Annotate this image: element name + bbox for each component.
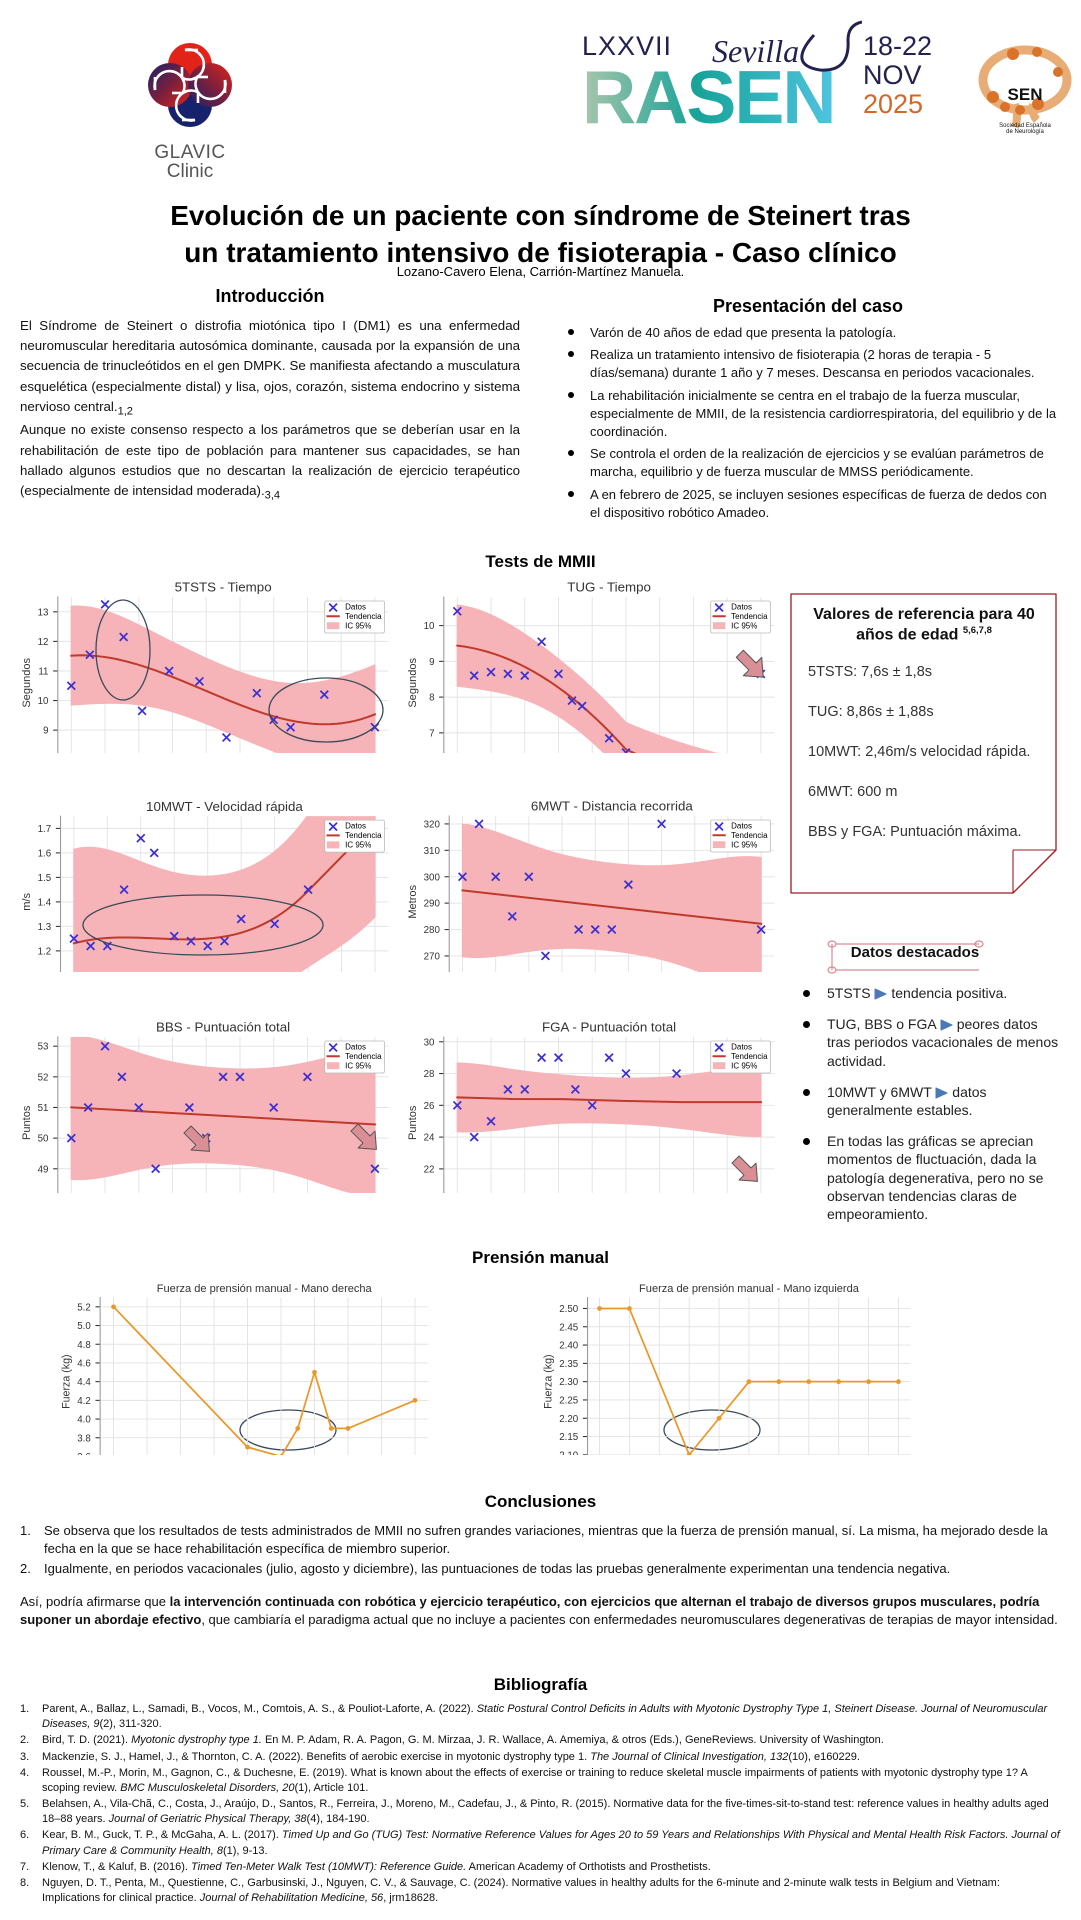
svg-text:30: 30 (424, 1037, 435, 1048)
svg-text:3.6: 3.6 (77, 1452, 91, 1455)
svg-text:26: 26 (424, 1101, 435, 1112)
svg-text:12: 12 (38, 637, 49, 648)
svg-text:2.35: 2.35 (559, 1359, 578, 1370)
svg-text:1.4: 1.4 (38, 897, 52, 908)
svg-text:Fuerza (kg): Fuerza (kg) (543, 1354, 555, 1408)
svg-text:53: 53 (38, 1042, 49, 1053)
svg-text:Fuerza de prensión manual - Ma: Fuerza de prensión manual - Mano izquier… (639, 1283, 860, 1295)
svg-text:Metros: Metros (407, 884, 419, 918)
svg-text:51: 51 (38, 1103, 49, 1114)
svg-text:1.5: 1.5 (38, 873, 52, 884)
svg-text:9: 9 (43, 726, 48, 737)
svg-text:1.7: 1.7 (38, 824, 52, 835)
svg-text:270: 270 (424, 951, 441, 962)
svg-text:300: 300 (424, 872, 441, 883)
svg-text:5TSTS - Tiempo: 5TSTS - Tiempo (175, 580, 272, 595)
svg-text:320: 320 (424, 819, 441, 830)
svg-text:28: 28 (424, 1069, 435, 1080)
svg-text:1.6: 1.6 (38, 848, 52, 859)
svg-text:Datos: Datos (731, 1043, 752, 1052)
svg-text:7: 7 (429, 728, 434, 739)
svg-text:BBS - Puntuación total: BBS - Puntuación total (156, 1020, 290, 1035)
svg-text:Datos: Datos (345, 1043, 366, 1052)
svg-text:IC 95%: IC 95% (345, 1062, 371, 1071)
svg-text:9: 9 (429, 657, 434, 668)
svg-text:Tendencia: Tendencia (345, 1052, 382, 1061)
svg-text:Segundos: Segundos (21, 657, 33, 707)
svg-text:4.6: 4.6 (77, 1358, 91, 1369)
svg-text:1.1: 1.1 (38, 971, 52, 972)
svg-text:IC 95%: IC 95% (731, 1062, 757, 1071)
svg-text:Tendencia: Tendencia (731, 831, 768, 840)
svg-text:310: 310 (424, 846, 441, 857)
svg-text:Datos: Datos (731, 822, 752, 831)
svg-text:Fuerza (kg): Fuerza (kg) (61, 1354, 73, 1408)
svg-text:Tendencia: Tendencia (731, 612, 768, 621)
svg-text:8: 8 (429, 693, 434, 704)
svg-text:4.0: 4.0 (77, 1415, 91, 1426)
svg-text:Tendencia: Tendencia (345, 831, 382, 840)
svg-text:3.8: 3.8 (77, 1433, 91, 1444)
svg-text:Puntos: Puntos (407, 1105, 419, 1140)
svg-text:Sevilla: Sevilla (712, 33, 799, 69)
svg-text:Tendencia: Tendencia (345, 612, 382, 621)
svg-text:Fuerza de prensión manual - Ma: Fuerza de prensión manual - Mano derecha (157, 1283, 373, 1295)
svg-text:22: 22 (424, 1164, 435, 1175)
svg-text:1.3: 1.3 (38, 922, 52, 933)
svg-text:Puntos: Puntos (21, 1105, 33, 1140)
svg-text:Datos: Datos (345, 822, 366, 831)
svg-text:FGA - Puntuación total: FGA - Puntuación total (542, 1020, 676, 1035)
svg-text:IC 95%: IC 95% (345, 841, 371, 850)
svg-text:2.45: 2.45 (559, 1322, 578, 1333)
svg-text:m/s: m/s (21, 893, 33, 911)
svg-text:2.25: 2.25 (559, 1395, 578, 1406)
svg-text:5.2: 5.2 (77, 1302, 91, 1313)
svg-text:13: 13 (38, 607, 49, 618)
svg-text:4.8: 4.8 (77, 1340, 91, 1351)
svg-text:10: 10 (424, 621, 435, 632)
svg-text:Segundos: Segundos (407, 657, 419, 707)
svg-text:290: 290 (424, 899, 441, 910)
svg-text:2.50: 2.50 (559, 1304, 579, 1315)
svg-text:2.10: 2.10 (559, 1450, 579, 1455)
svg-text:TUG - Tiempo: TUG - Tiempo (567, 580, 651, 595)
svg-text:4.4: 4.4 (77, 1377, 91, 1388)
svg-text:IC 95%: IC 95% (345, 622, 371, 631)
svg-text:10MWT - Velocidad rápida: 10MWT - Velocidad rápida (146, 799, 303, 814)
svg-text:10: 10 (38, 696, 49, 707)
svg-text:2.20: 2.20 (559, 1414, 579, 1425)
svg-text:2.30: 2.30 (559, 1377, 579, 1388)
svg-text:IC 95%: IC 95% (731, 841, 757, 850)
svg-text:2.40: 2.40 (559, 1341, 579, 1352)
svg-text:24: 24 (424, 1133, 435, 1144)
svg-text:Datos: Datos (731, 603, 752, 612)
svg-text:4.2: 4.2 (77, 1396, 91, 1407)
svg-text:2.15: 2.15 (559, 1432, 578, 1443)
svg-text:Tendencia: Tendencia (731, 1052, 768, 1061)
svg-text:280: 280 (424, 925, 441, 936)
svg-text:11: 11 (38, 666, 48, 677)
svg-text:52: 52 (38, 1072, 49, 1083)
svg-text:1.2: 1.2 (38, 946, 52, 957)
svg-text:Datos: Datos (345, 603, 366, 612)
svg-text:49: 49 (38, 1164, 49, 1175)
svg-text:IC 95%: IC 95% (731, 622, 757, 631)
svg-text:6MWT - Distancia recorrida: 6MWT - Distancia recorrida (531, 799, 694, 814)
svg-text:5.0: 5.0 (77, 1321, 91, 1332)
svg-text:50: 50 (38, 1134, 49, 1145)
